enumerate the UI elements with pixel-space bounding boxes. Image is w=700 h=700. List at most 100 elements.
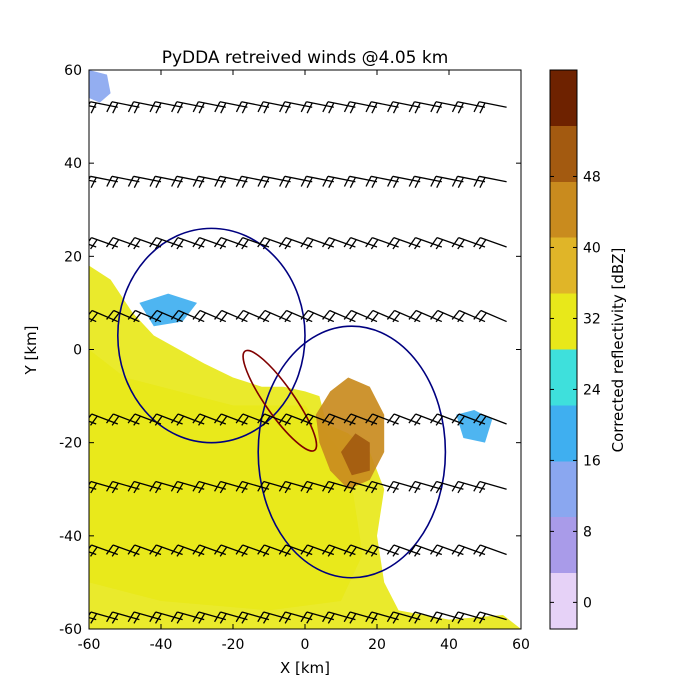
wind-barb	[149, 175, 183, 188]
x-tick-label: -40	[150, 637, 173, 653]
y-tick-label: -40	[59, 529, 82, 545]
wind-barb	[127, 611, 162, 624]
wind-barb	[278, 480, 313, 494]
wind-barb	[127, 175, 162, 188]
colorbar-tick-label: 0	[583, 595, 592, 611]
wind-barb	[106, 101, 140, 114]
lobe-3	[242, 349, 318, 452]
wind-barb	[429, 236, 464, 250]
wind-barb	[300, 480, 334, 494]
wind-barb	[408, 544, 443, 557]
x-tick-label: 0	[301, 637, 310, 653]
wind-barb	[343, 544, 378, 557]
wind-barb	[257, 480, 291, 494]
wind-barb	[106, 175, 140, 188]
wind-barb	[257, 544, 291, 557]
wind-barb	[451, 101, 486, 114]
wind-barb	[300, 544, 335, 557]
colorbar-gradient	[549, 69, 578, 630]
colorbar-tick-label: 48	[583, 169, 601, 185]
wind-barb	[430, 480, 464, 494]
wind-barb	[192, 413, 227, 426]
y-tick-label: 40	[64, 156, 82, 172]
wind-barb	[89, 179, 97, 183]
wind-barb	[408, 413, 443, 426]
wind-barb	[106, 480, 140, 494]
wind-barb	[322, 611, 356, 624]
wind-barb	[149, 544, 183, 557]
wind-barb	[408, 480, 442, 494]
wind-barb	[89, 420, 97, 425]
y-tick-label: -60	[59, 622, 82, 638]
wind-barb	[473, 413, 507, 426]
lobe-1	[116, 227, 306, 444]
wind-barb	[300, 236, 335, 250]
wind-barb	[89, 413, 119, 426]
wind-barb	[278, 236, 313, 250]
wind-barb	[235, 101, 270, 114]
wind-barb	[149, 101, 183, 114]
wind-barb	[387, 101, 421, 114]
y-axis-label: Y [km]	[22, 326, 40, 376]
wind-barb	[127, 413, 162, 426]
x-tick-label: 40	[440, 637, 458, 653]
wind-barb	[451, 611, 486, 624]
wind-barb	[171, 101, 205, 114]
wind-barb	[430, 611, 464, 624]
wind-barb	[429, 413, 464, 426]
wind-barb	[127, 236, 162, 250]
wind-barb	[235, 413, 270, 426]
wind-barb	[429, 544, 464, 557]
wind-barb	[192, 544, 227, 557]
wind-barb	[89, 611, 118, 624]
wind-barb	[279, 101, 313, 114]
reflectivity-region-5	[89, 70, 111, 103]
wind-barb	[257, 101, 291, 114]
wind-barb	[343, 175, 378, 188]
wind-barb	[170, 611, 205, 624]
wind-barb	[386, 611, 421, 624]
wind-barb	[430, 101, 464, 114]
colorbar-tick-label: 8	[583, 524, 592, 540]
colorbar-tick-label: 16	[583, 453, 601, 469]
wind-barb	[106, 611, 140, 624]
wind-barb	[214, 175, 248, 188]
wind-barb	[192, 611, 226, 624]
wind-barb	[451, 236, 486, 250]
x-tick-label: 20	[368, 637, 386, 653]
wind-barb	[235, 480, 270, 494]
wind-barb	[322, 480, 356, 494]
x-tick-label: -20	[222, 637, 245, 653]
wind-barb	[451, 480, 486, 494]
wind-barb	[343, 101, 378, 114]
chart-title: PyDDA retreived winds @4.05 km	[162, 48, 449, 68]
y-tick-label: -20	[59, 436, 82, 452]
wind-barb	[365, 611, 399, 624]
wind-barb	[278, 611, 313, 624]
wind-barb	[89, 486, 97, 490]
wind-barb	[278, 413, 313, 426]
wind-barb	[300, 175, 334, 188]
colorbar-tick-label: 24	[583, 382, 601, 398]
wind-barb	[235, 236, 270, 250]
wind-barb	[235, 611, 270, 624]
wind-barb	[408, 101, 442, 114]
wind-barb	[365, 101, 399, 114]
wind-barb	[387, 175, 421, 188]
wind-barb	[89, 616, 97, 621]
wind-barb	[365, 175, 399, 188]
wind-barb	[149, 413, 183, 426]
y-tick-label: 60	[64, 63, 82, 79]
wind-barb	[321, 544, 356, 557]
colorbar: 0 8 16 24 32 40 48	[549, 69, 601, 630]
wind-barb	[192, 175, 226, 188]
wind-barb	[89, 544, 119, 557]
wind-barb	[365, 480, 399, 494]
wind-barb	[127, 101, 162, 114]
wind-barb	[105, 544, 140, 557]
wind-barb	[473, 175, 507, 188]
x-tick-label: -60	[78, 637, 101, 653]
wind-barb	[105, 413, 140, 426]
y-tick-label: 20	[64, 249, 82, 265]
colorbar-tick-label: 32	[583, 311, 601, 327]
